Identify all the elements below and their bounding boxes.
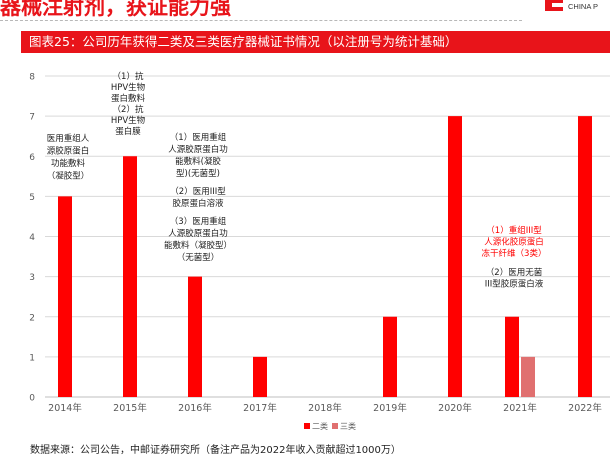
y-tick-label: 5 [29, 193, 35, 203]
brand-logo-icon [545, 0, 563, 11]
bar-class2 [383, 316, 397, 397]
annotation-text: III型胶原蛋白液 [485, 279, 544, 290]
x-tick-label: 2022年 [568, 402, 602, 414]
x-tick-label: 2021年 [503, 402, 537, 414]
bar-class2 [505, 316, 519, 397]
x-tick-label: 2014年 [48, 402, 82, 414]
annotation-text: （3）医用重组 [170, 216, 227, 227]
annotation-text: HPV生物 [111, 115, 146, 126]
bar-class3 [521, 356, 535, 397]
annotation-text: 型)(无菌型) [176, 168, 220, 179]
annotation-text: 能敷料（凝胶型） [164, 240, 232, 251]
chart-title: 图表25：公司历年获得二类及三类医疗器械证书情况（以注册号为统计基础） [21, 31, 610, 53]
legend-swatch [332, 423, 338, 429]
x-tick-label: 2015年 [113, 402, 147, 414]
y-tick-label: 3 [29, 273, 35, 283]
bar-class2 [448, 116, 462, 397]
annotation-text: （2）抗 [113, 104, 144, 115]
y-tick-label: 6 [29, 153, 35, 163]
bar-class2 [123, 156, 137, 397]
annotation-text: 人源化胶原蛋白 [484, 237, 544, 248]
annotation-text: （2）医用III型 [170, 186, 226, 197]
annotation-text: （1）重组III型 [486, 225, 542, 236]
annotation-text: 功能敷料 [51, 158, 86, 169]
legend-swatch [304, 423, 310, 429]
legend-label: 三类 [340, 421, 356, 431]
annotation-text: （2）医用无菌 [486, 267, 542, 278]
y-tick-label: 7 [29, 113, 35, 123]
y-tick-label: 1 [29, 353, 35, 363]
y-tick-label: 4 [29, 233, 35, 243]
annotation-text: 冻干纤维（3类） [482, 248, 547, 259]
x-tick-label: 2019年 [373, 402, 407, 414]
x-tick-label: 2017年 [243, 402, 277, 414]
annotation-text: HPV生物 [111, 82, 146, 93]
x-tick-label: 2020年 [438, 402, 472, 414]
annotation-text: 蛋白敷料 [111, 93, 146, 104]
x-tick-label: 2018年 [308, 402, 342, 414]
bar-class2 [578, 116, 592, 397]
y-tick-label: 8 [29, 73, 35, 83]
annotation-text: 人源胶原蛋白功 [168, 228, 228, 239]
annotation-text: 胶原蛋白溶液 [172, 198, 224, 209]
annotation-text: （凝胶型） [47, 171, 90, 182]
heading-divider [0, 20, 522, 21]
annotation-text: （1）抗 [113, 71, 144, 82]
annotation-text: 医用重组人 [47, 133, 90, 144]
annotation-text: 人源胶原蛋白功 [168, 144, 228, 155]
bar-class2 [188, 276, 202, 397]
bar-class2 [253, 356, 267, 397]
bar-class2 [58, 196, 72, 397]
legend-label: 二类 [312, 421, 328, 431]
annotation-text: （1）医用重组 [170, 132, 227, 143]
annotation-text: 源胶原蛋白 [47, 146, 90, 157]
annotation-text: 蛋白膜 [115, 126, 141, 137]
y-tick-label: 0 [29, 394, 35, 404]
brand-name-en: CHINA P [568, 2, 599, 11]
x-tick-label: 2016年 [178, 402, 212, 414]
annotation-text: （无菌型） [177, 252, 220, 263]
page-heading: 器械注射剂，获证能力强 [0, 0, 231, 19]
annotation-text: 能敷料(凝胶 [175, 156, 221, 167]
y-tick-label: 2 [29, 313, 35, 323]
